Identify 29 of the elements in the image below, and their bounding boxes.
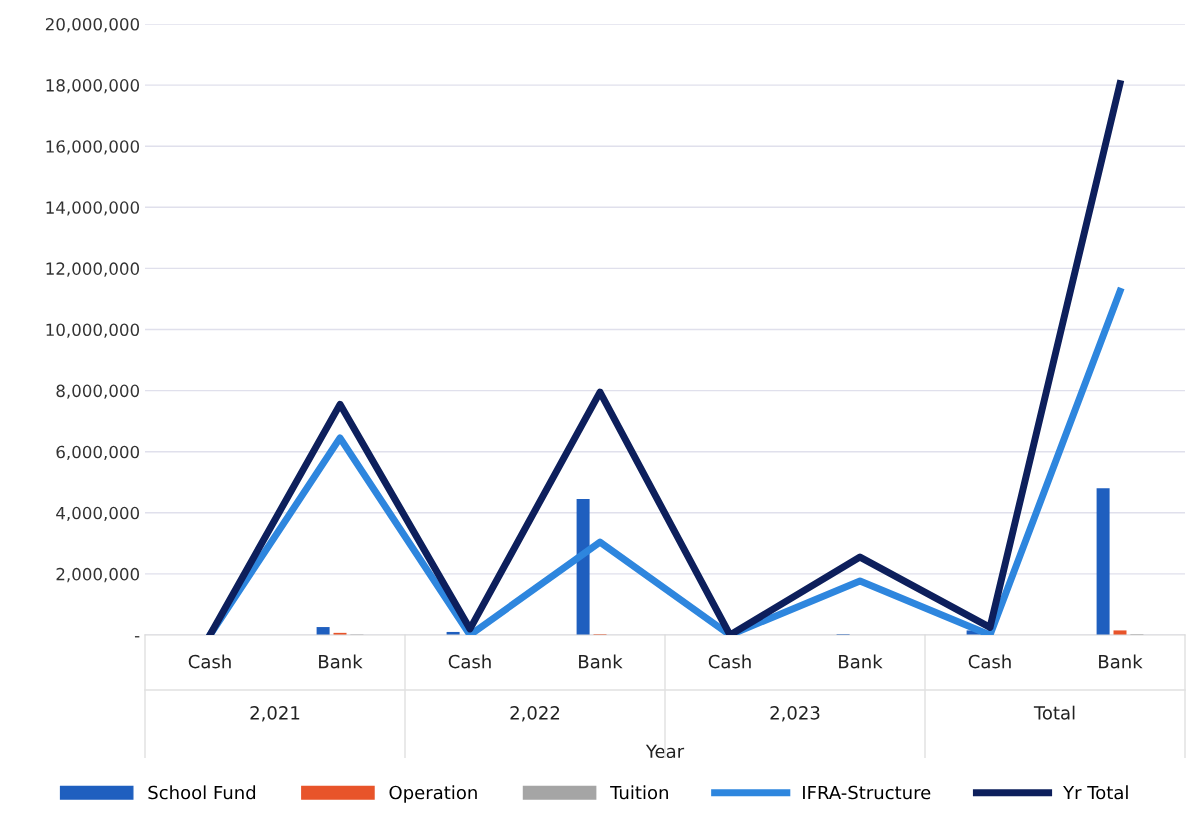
text: Total: [1033, 705, 1075, 720]
x-tick-label: Cash: [968, 654, 1011, 669]
y-tick-label: 20,000,000: [45, 17, 140, 33]
y-tick-label: 16,000,000: [46, 140, 140, 155]
y-tick-label: 18,000,000: [46, 79, 140, 94]
x-tick-label: Cash: [448, 654, 491, 669]
x-tick-label: Bank: [1099, 654, 1143, 669]
x-tick-label: Bank: [579, 654, 623, 669]
legend-label: IFRA-Structure: [803, 785, 931, 800]
x-tick-label: Cash: [708, 654, 751, 669]
text: 2,021: [250, 706, 300, 722]
legend-label: Tuition: [610, 785, 668, 800]
legend-label: Operation: [389, 785, 477, 803]
y-tick-label: 8,000,000: [56, 384, 140, 399]
legend-label: School Fund: [148, 785, 256, 800]
text: 2,022: [510, 706, 560, 722]
y-tick-label: 14,000,000: [46, 201, 140, 216]
y-tick-label: 12,000,000: [46, 262, 140, 277]
y-tick-label: 4,000,000: [56, 506, 140, 522]
y-tick-label: 10,000,000: [46, 323, 140, 338]
x-tick-label: Bank: [319, 654, 363, 669]
y-tick-label: -: [134, 636, 140, 638]
y-tick-label: 2,000,000: [56, 567, 140, 583]
x-tick-label: Cash: [188, 654, 231, 669]
legend-label: Yr Total: [1063, 785, 1128, 800]
x-axis-title: Year: [645, 744, 685, 759]
y-tick-label: 6,000,000: [56, 445, 140, 460]
x-tick-label: Bank: [839, 654, 883, 669]
text: 2,023: [770, 706, 820, 722]
